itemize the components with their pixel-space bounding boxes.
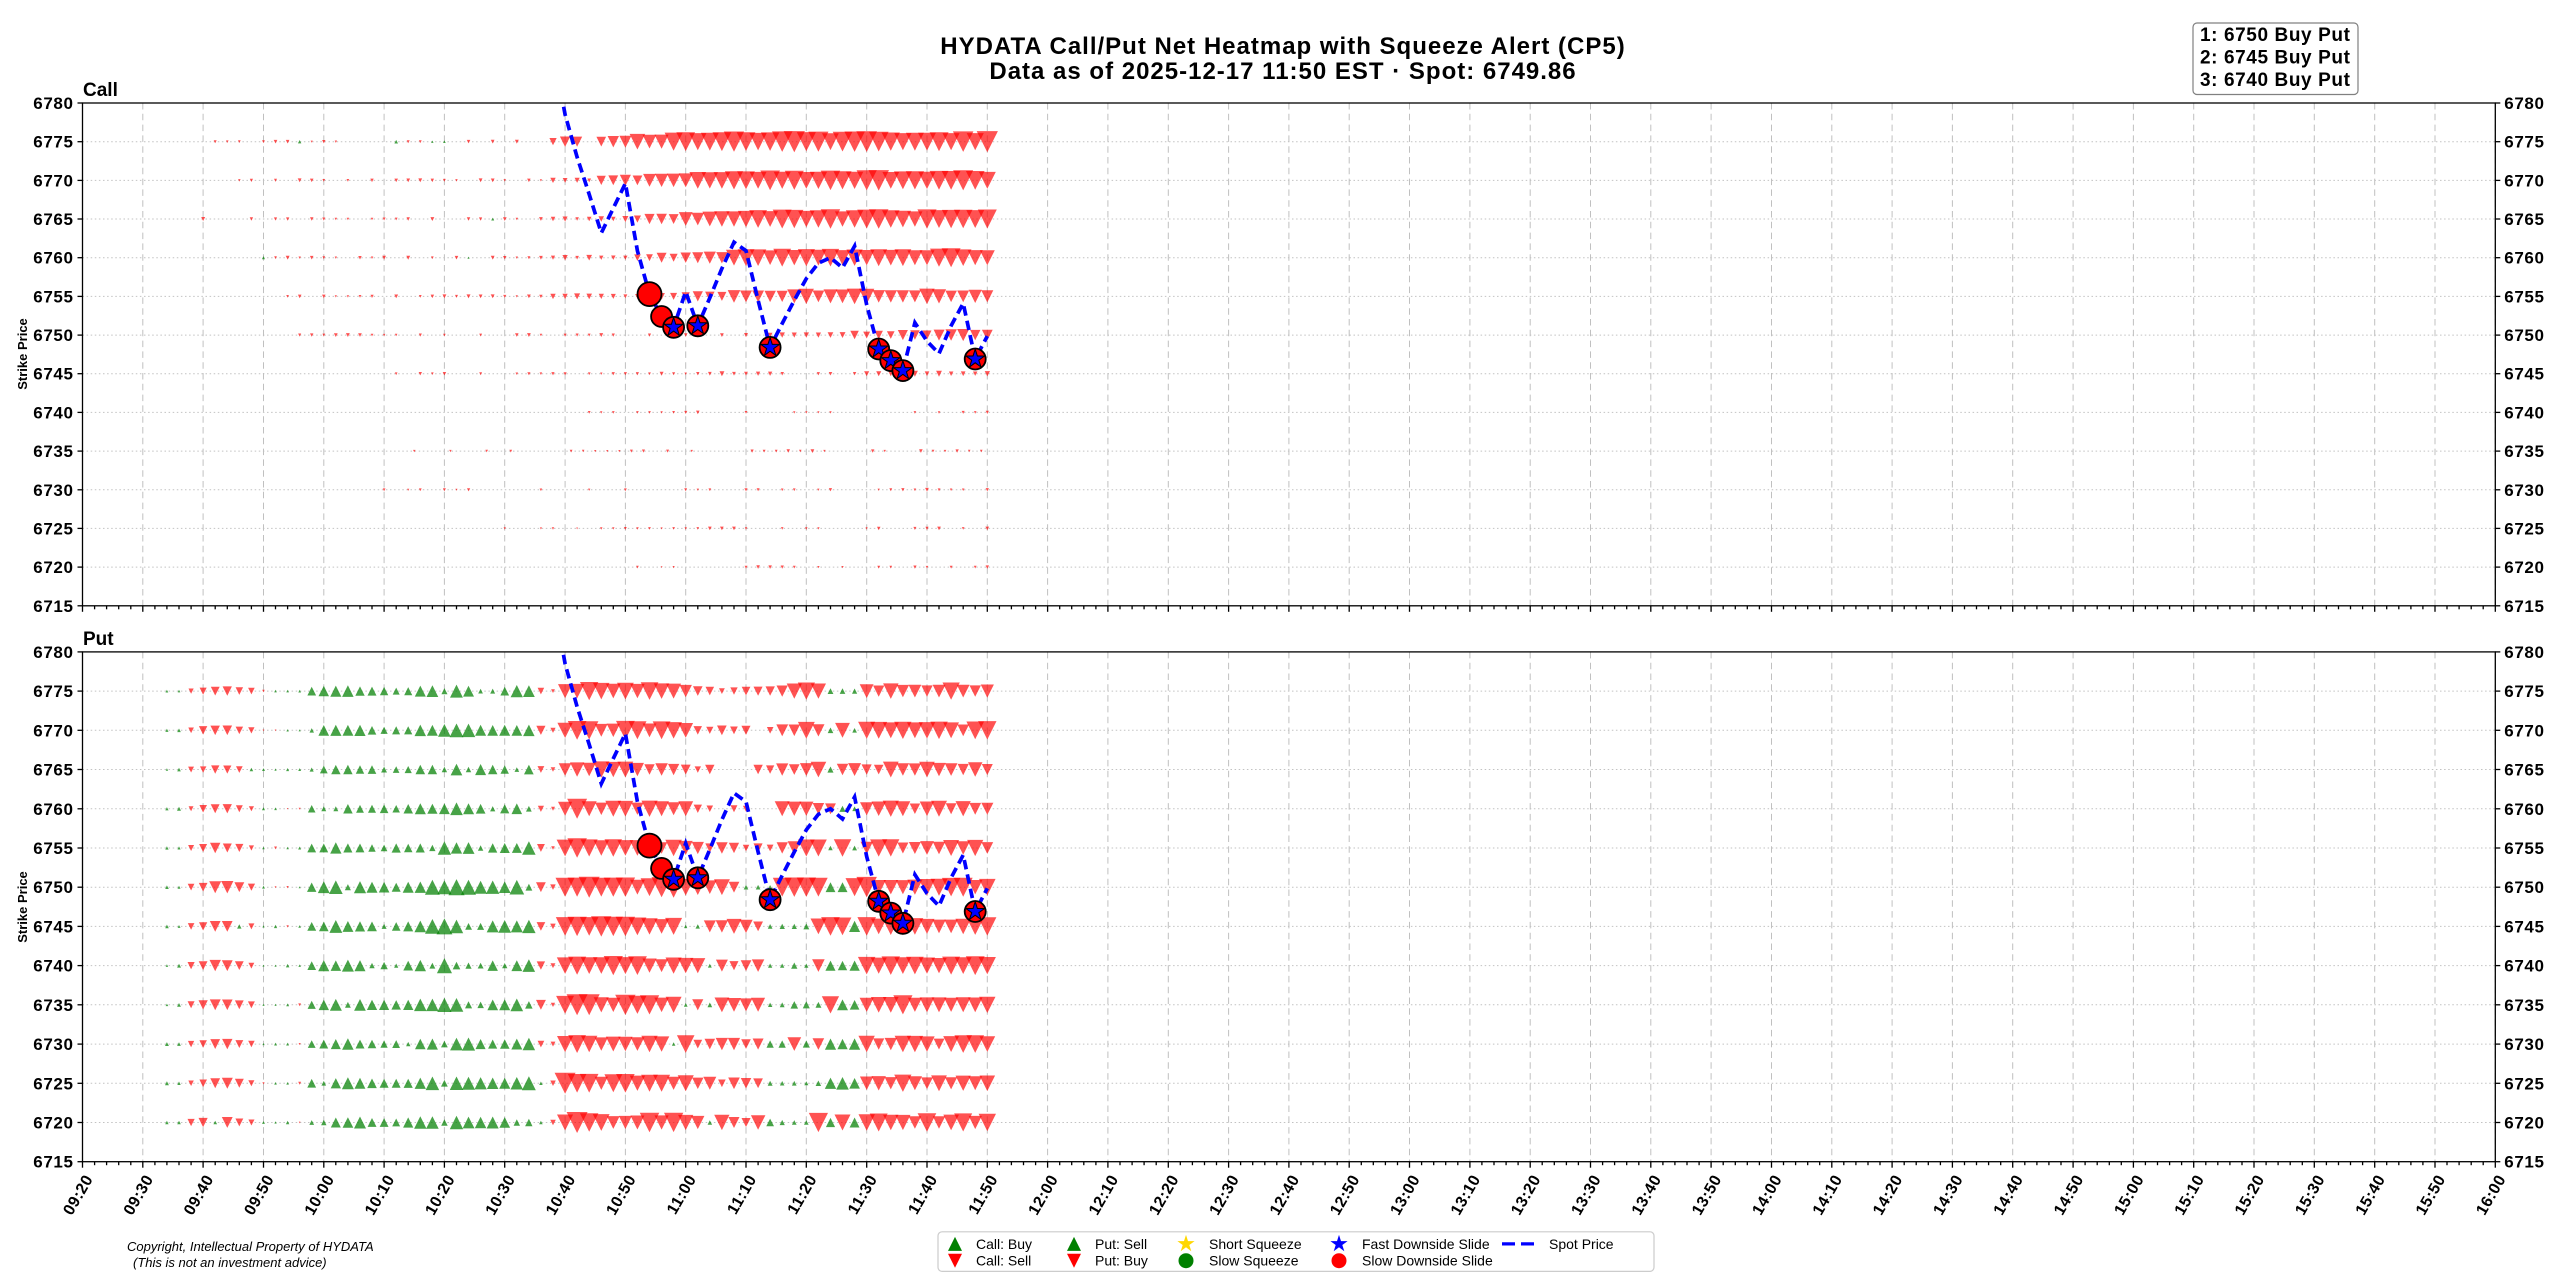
svg-text:Call: Buy: Call: Buy [976,1236,1032,1252]
svg-text:6745: 6745 [33,917,73,936]
svg-text:6750: 6750 [2504,878,2544,897]
svg-text:6740: 6740 [33,403,73,422]
svg-text:6770: 6770 [33,171,73,190]
svg-text:6760: 6760 [33,249,73,268]
svg-text:1: 6750 Buy Put: 1: 6750 Buy Put [2200,25,2351,46]
svg-text:6730: 6730 [2504,1035,2544,1054]
svg-text:6730: 6730 [2504,481,2544,500]
svg-text:Copyright, Intellectual Proper: Copyright, Intellectual Property of HYDA… [127,1239,374,1254]
svg-text:6740: 6740 [33,957,73,976]
svg-text:6750: 6750 [33,878,73,897]
svg-text:6780: 6780 [2504,643,2544,662]
svg-text:6745: 6745 [2504,365,2544,384]
svg-text:6755: 6755 [33,287,73,306]
svg-text:6780: 6780 [2504,94,2544,113]
svg-text:6735: 6735 [2504,996,2544,1015]
svg-text:6755: 6755 [2504,839,2544,858]
svg-text:Slow Downside Slide: Slow Downside Slide [1362,1253,1493,1269]
svg-text:6760: 6760 [2504,800,2544,819]
svg-text:6745: 6745 [2504,917,2544,936]
svg-text:Put: Put [83,629,114,650]
svg-text:6725: 6725 [33,519,73,538]
svg-text:Fast Downside Slide: Fast Downside Slide [1362,1236,1490,1252]
svg-text:6715: 6715 [33,597,73,616]
svg-text:6715: 6715 [33,1153,73,1172]
svg-text:Put: Sell: Put: Sell [1095,1236,1147,1252]
svg-text:6715: 6715 [2504,1153,2544,1172]
svg-text:6770: 6770 [2504,721,2544,740]
svg-text:6720: 6720 [2504,1114,2544,1133]
svg-text:6725: 6725 [2504,1074,2544,1093]
svg-text:6720: 6720 [33,1114,73,1133]
svg-text:Spot Price: Spot Price [1549,1236,1614,1252]
svg-text:6775: 6775 [2504,682,2544,701]
svg-text:6765: 6765 [2504,761,2544,780]
svg-text:6750: 6750 [33,326,73,345]
svg-text:Data as of 2025-12-17 11:50 ES: Data as of 2025-12-17 11:50 EST · Spot: … [989,58,1576,85]
svg-text:6730: 6730 [33,481,73,500]
svg-text:6780: 6780 [33,643,73,662]
svg-text:6765: 6765 [33,761,73,780]
svg-text:6740: 6740 [2504,957,2544,976]
svg-text:6775: 6775 [2504,133,2544,152]
svg-text:6740: 6740 [2504,403,2544,422]
svg-text:2: 6745 Buy Put: 2: 6745 Buy Put [2200,48,2351,69]
svg-text:6735: 6735 [2504,442,2544,461]
svg-text:Slow Squeeze: Slow Squeeze [1209,1253,1299,1269]
svg-text:6760: 6760 [2504,249,2544,268]
svg-text:6755: 6755 [33,839,73,858]
svg-text:6735: 6735 [33,996,73,1015]
svg-text:6775: 6775 [33,133,73,152]
svg-text:6765: 6765 [33,210,73,229]
svg-text:6755: 6755 [2504,287,2544,306]
svg-text:Short Squeeze: Short Squeeze [1209,1236,1302,1252]
svg-text:3: 6740 Buy Put: 3: 6740 Buy Put [2200,70,2351,91]
svg-text:6745: 6745 [33,365,73,384]
svg-text:6780: 6780 [33,94,73,113]
svg-text:6760: 6760 [33,800,73,819]
svg-text:6725: 6725 [2504,519,2544,538]
svg-text:6720: 6720 [2504,558,2544,577]
svg-text:6735: 6735 [33,442,73,461]
svg-text:Strike Price: Strike Price [15,318,30,390]
svg-text:6720: 6720 [33,558,73,577]
svg-text:Call: Sell: Call: Sell [976,1253,1031,1269]
svg-text:6775: 6775 [33,682,73,701]
svg-text:6765: 6765 [2504,210,2544,229]
svg-text:6715: 6715 [2504,597,2544,616]
svg-text:Strike Price: Strike Price [15,871,30,943]
svg-text:6730: 6730 [33,1035,73,1054]
svg-text:Call: Call [83,80,118,101]
svg-text:HYDATA Call/Put Net Heatmap wi: HYDATA Call/Put Net Heatmap with Squeeze… [940,33,1625,60]
svg-text:Put: Buy: Put: Buy [1095,1253,1148,1269]
svg-text:6770: 6770 [33,721,73,740]
svg-text:6770: 6770 [2504,171,2544,190]
svg-text:(This is not an investment adv: (This is not an investment advice) [133,1255,327,1270]
svg-text:6725: 6725 [33,1074,73,1093]
svg-text:6750: 6750 [2504,326,2544,345]
